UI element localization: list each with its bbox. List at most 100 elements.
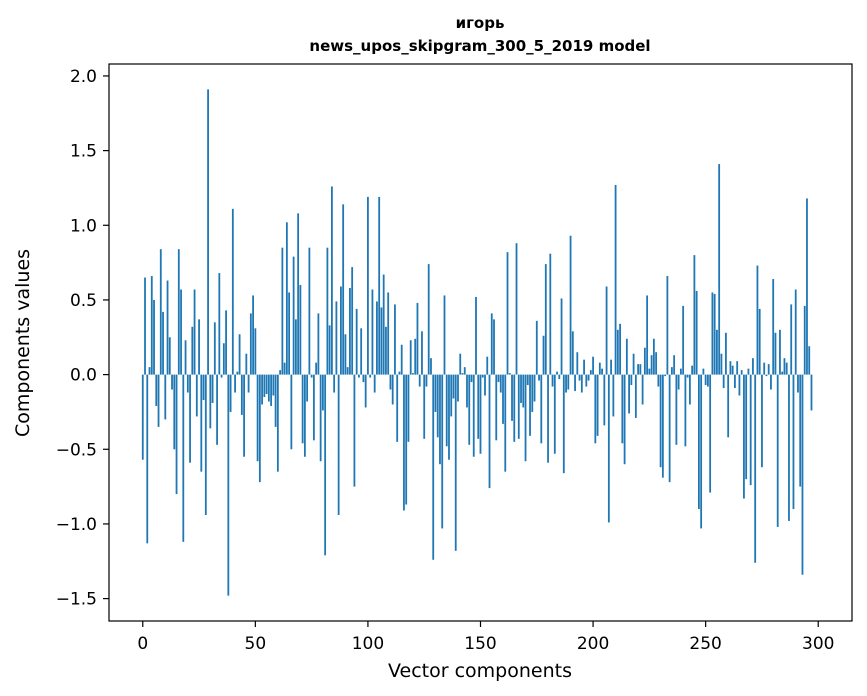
bar (497, 374, 500, 383)
bar (716, 329, 718, 375)
bar (657, 374, 660, 387)
bar (560, 298, 563, 375)
bar (587, 374, 590, 381)
bar (704, 374, 707, 386)
bar (317, 313, 320, 375)
bar (565, 374, 567, 393)
bar (380, 307, 383, 375)
bar (682, 305, 685, 375)
bar (707, 374, 709, 387)
x-tick-label: 250 (689, 634, 721, 654)
bar (202, 374, 205, 400)
bar (558, 374, 561, 380)
bar (423, 374, 426, 439)
bar (675, 374, 678, 445)
bar (367, 196, 369, 375)
bar (797, 374, 799, 393)
bar (315, 362, 318, 375)
bar (355, 308, 358, 375)
bar (265, 374, 268, 395)
chart-title-line-1: игорь (456, 14, 505, 32)
y-axis-label: Components values (12, 249, 34, 437)
bar (274, 374, 277, 427)
bar (351, 267, 354, 375)
bar (605, 286, 608, 375)
bar (499, 374, 502, 393)
bar (193, 289, 196, 375)
bar (294, 319, 297, 375)
bar (634, 374, 637, 418)
bar (698, 374, 700, 510)
bar (562, 374, 565, 474)
bar (553, 374, 556, 454)
bar (342, 204, 345, 375)
bar (484, 374, 486, 396)
bar (213, 322, 216, 375)
bar (727, 374, 730, 438)
bar (522, 374, 525, 408)
bar (538, 374, 540, 381)
bar (490, 313, 493, 375)
bar (639, 364, 642, 375)
bar (263, 374, 266, 398)
bar (385, 326, 387, 375)
bar (405, 374, 408, 505)
bar (477, 374, 480, 439)
bar (670, 367, 673, 375)
bar (177, 249, 180, 375)
bar (623, 374, 626, 465)
bar (576, 352, 579, 375)
bar (207, 89, 209, 375)
bar (713, 293, 716, 375)
bar (801, 374, 804, 575)
bar (596, 374, 599, 436)
bar (725, 332, 727, 375)
bar (200, 374, 203, 472)
bar (731, 365, 734, 375)
bar (551, 374, 554, 387)
bar (369, 374, 372, 378)
x-axis-ticks: 0 50 100 150 200 250 300 (137, 621, 834, 654)
bar (792, 374, 795, 510)
bar (439, 374, 441, 465)
bar (779, 329, 781, 375)
bar (150, 276, 153, 375)
bar (488, 374, 491, 489)
bar (758, 308, 761, 375)
bar (231, 208, 234, 375)
bar (619, 323, 621, 375)
bar (445, 374, 448, 447)
bar (141, 374, 144, 460)
bar (486, 356, 489, 375)
bar (763, 362, 766, 375)
bar (362, 374, 365, 383)
bar (603, 374, 606, 426)
plot-frame (108, 63, 853, 622)
bar (526, 374, 529, 386)
bar (398, 371, 401, 375)
bar (191, 326, 194, 375)
bar (394, 304, 396, 375)
bar (754, 374, 757, 563)
bar (180, 289, 182, 375)
bar (695, 290, 698, 375)
bar (463, 367, 466, 375)
bar (457, 374, 459, 402)
bar (146, 374, 149, 544)
bar (236, 371, 239, 375)
bar (652, 338, 655, 375)
bar (542, 335, 545, 375)
bar (308, 247, 311, 375)
x-tick-label: 150 (464, 634, 496, 654)
bar (430, 358, 432, 375)
bar (648, 368, 651, 375)
bar (292, 256, 295, 375)
bar (673, 355, 676, 375)
bar (371, 289, 374, 375)
x-tick-label: 300 (802, 634, 834, 654)
bar (346, 367, 349, 375)
bar (148, 367, 151, 375)
bar (443, 295, 446, 375)
bar (459, 353, 462, 375)
bar (335, 301, 338, 375)
